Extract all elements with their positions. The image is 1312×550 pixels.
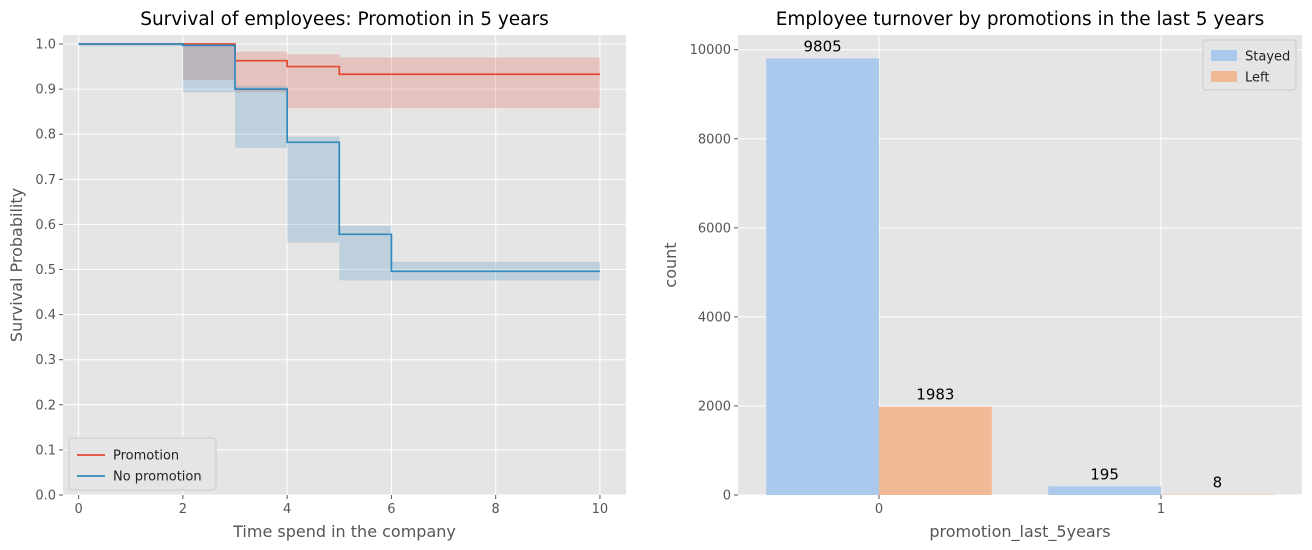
x-tick-label: 6 xyxy=(387,502,395,517)
y-axis-label: Survival Probability xyxy=(7,188,26,342)
bar-value-label: 8 xyxy=(1213,474,1223,492)
x-tick-label: 8 xyxy=(492,502,500,517)
bar-left xyxy=(879,406,992,495)
legend-swatch xyxy=(1211,50,1237,61)
y-axis-label: count xyxy=(661,242,680,287)
bar-value-label: 9805 xyxy=(804,37,842,55)
x-axis-label: promotion_last_5years xyxy=(929,522,1110,542)
chart-title: Survival of employees: Promotion in 5 ye… xyxy=(140,9,549,30)
y-tick-label: 0.6 xyxy=(35,218,56,233)
bar-value-label: 195 xyxy=(1090,465,1119,483)
bar-stayed xyxy=(1048,486,1161,495)
legend-label: Promotion xyxy=(113,449,179,464)
x-tick-label: 2 xyxy=(179,502,187,517)
y-tick-label: 0.2 xyxy=(35,398,56,413)
y-tick-label: 0.1 xyxy=(35,443,56,458)
y-tick-label: 0.4 xyxy=(35,308,56,323)
y-tick-label: 2000 xyxy=(698,399,731,414)
y-tick-label: 0.8 xyxy=(35,128,56,143)
legend-label: Left xyxy=(1245,71,1269,86)
turnover-bar-chart: 0 2000 4000 6000 8000 10000 0 1 9805 195 1983 8 Stay… xyxy=(661,9,1302,542)
y-tick-label: 10000 xyxy=(690,43,731,58)
legend-swatch xyxy=(1211,71,1237,82)
y-tick-label: 4000 xyxy=(698,310,731,325)
y-tick-label: 0.0 xyxy=(35,489,56,504)
y-tick-label: 0.9 xyxy=(35,83,56,98)
bar-stayed xyxy=(766,58,879,495)
legend-box xyxy=(68,437,217,491)
y-tick-label: 0.7 xyxy=(35,173,56,188)
y-tick-label: 1.0 xyxy=(35,38,56,53)
x-tick-label: 1 xyxy=(1157,502,1165,517)
y-tick-label: 6000 xyxy=(698,221,731,236)
x-tick-label: 4 xyxy=(283,502,291,517)
bar-value-label: 1983 xyxy=(916,386,954,404)
x-tick-label: 0 xyxy=(74,502,82,517)
series-promotion-confidence-band xyxy=(78,44,600,109)
legend-label: Stayed xyxy=(1245,50,1290,65)
survival-chart: 0.0 0.1 0.2 0.3 0.4 0.5 0.6 0.7 0.8 0.9 1.0 0 2 4 6 8 10… xyxy=(7,9,626,541)
plot-area xyxy=(63,35,626,495)
series-no-promotion-line xyxy=(78,43,600,273)
x-tick-label: 10 xyxy=(592,502,609,517)
x-tick-label: 0 xyxy=(875,502,883,517)
y-tick-label: 0 xyxy=(723,489,731,504)
chart-title: Employee turnover by promotions in the l… xyxy=(776,9,1265,30)
y-tick-label: 0.5 xyxy=(35,263,56,278)
y-tick-label: 8000 xyxy=(698,132,731,147)
legend-label: No promotion xyxy=(113,470,202,485)
x-axis-label: Time spend in the company xyxy=(232,522,456,541)
series-promotion-line xyxy=(78,43,600,76)
y-tick-label: 0.3 xyxy=(35,353,56,368)
